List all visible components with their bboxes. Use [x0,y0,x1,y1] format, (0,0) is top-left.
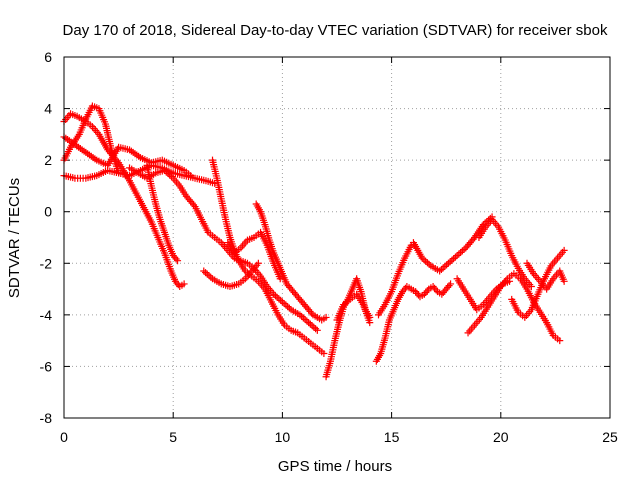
y-tick-label: 6 [44,49,52,65]
y-tick-label: -2 [40,255,53,271]
plot-frame [63,56,611,419]
series-arc6 [143,161,182,265]
y-axis-label: SDTVAR / TECUs [6,178,23,298]
data-point [308,309,316,317]
y-tick-label: 0 [44,204,52,220]
data-point [276,275,284,283]
series-arc13 [372,280,455,365]
y-tick-labels: -8 -6 -4 -2 0 2 4 6 [40,49,53,426]
data-point [366,319,374,327]
series-arc14 [374,241,415,319]
data-point [172,255,180,263]
data-point [180,280,188,288]
series-arc20 [523,259,568,293]
data-point [445,282,453,290]
y-tick-label: -8 [40,410,53,426]
chart-title: Day 170 of 2018, Sidereal Day-to-day VTE… [63,22,608,39]
series-arc5 [126,164,321,334]
series-arc18 [475,215,535,290]
data-point [320,350,328,358]
x-tick-label: 0 [60,429,68,445]
x-tick-label: 25 [602,429,618,445]
data-point [322,313,330,321]
x-tick-label: 10 [275,429,291,445]
y-tick-label: 2 [44,152,52,168]
data-point [527,282,535,290]
x-tick-label: 15 [384,429,400,445]
y-tick-label: -4 [40,307,53,323]
x-tick-label: 20 [493,429,509,445]
data-point [556,337,564,345]
data-point [190,201,198,209]
data-point [432,286,440,294]
data-point [174,257,182,265]
y-tick-label: -6 [40,358,53,374]
series-arc12 [333,290,374,327]
data-points [60,102,568,381]
data-point [560,277,568,285]
data-point [423,287,431,295]
data-point [254,259,262,267]
x-tick-labels: 0 5 10 15 20 25 [60,429,618,445]
series-arc10 [252,200,330,324]
x-axis-label: GPS time / hours [278,458,392,475]
x-tick-label: 5 [169,429,177,445]
series-arc9 [224,228,284,283]
data-point [313,326,321,334]
grid-lines [64,57,610,418]
y-tick-label: 4 [44,101,52,117]
data-point [560,246,568,254]
series-arc2 [60,102,123,177]
series-arc8 [200,259,262,290]
series-arc15 [409,213,496,275]
data-point [447,280,455,288]
data-point [469,235,477,243]
data-point [187,172,195,180]
